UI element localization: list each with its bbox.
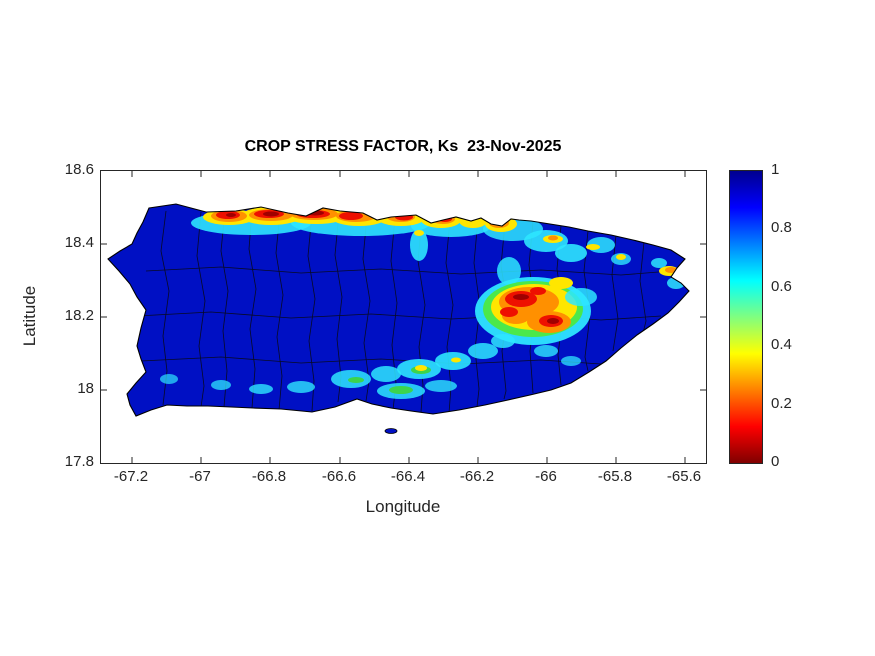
colorbar-tick-label: 0.6 <box>771 278 792 295</box>
y-tick-label: 18.6 <box>64 161 94 178</box>
island-raster-layer <box>108 204 689 416</box>
colorbar-gradient <box>730 171 762 463</box>
colorbar-tick-label: 0.8 <box>771 219 792 236</box>
x-tick-label: -67.2 <box>113 468 149 485</box>
plot-area <box>100 170 707 464</box>
colorbar-tick-label: 1 <box>771 161 780 178</box>
x-tick-label: -67 <box>189 468 211 485</box>
y-tick-label: 18.4 <box>64 234 94 251</box>
puerto-rico-map <box>107 203 690 434</box>
chart-title: CROP STRESS FACTOR, Ks 23-Nov-2025 <box>244 138 562 155</box>
colorbar-tick-label: 0 <box>771 453 780 470</box>
colorbar <box>729 170 763 464</box>
y-tick-label: 18 <box>77 380 94 397</box>
coastline <box>107 203 690 417</box>
x-tick-label: -66 <box>535 468 557 485</box>
x-axis-label: Longitude <box>365 497 441 516</box>
x-tick-label: -66.4 <box>390 468 426 485</box>
y-axis-label: Latitude <box>20 285 39 347</box>
x-tick-label: -66.2 <box>459 468 495 485</box>
x-tick-label: -65.8 <box>597 468 633 485</box>
colorbar-tick-label: 0.4 <box>771 336 792 353</box>
colorbar-tick-label: 0.2 <box>771 395 792 412</box>
island-base-fill <box>108 204 689 416</box>
x-tick-label: -66.8 <box>251 468 287 485</box>
y-tick-label: 17.8 <box>64 453 94 470</box>
y-tick-label: 18.2 <box>64 307 94 324</box>
x-tick-label: -65.6 <box>666 468 702 485</box>
x-tick-label: -66.6 <box>321 468 357 485</box>
stress-patches-layer <box>160 206 685 399</box>
offshore-islet <box>384 428 398 434</box>
